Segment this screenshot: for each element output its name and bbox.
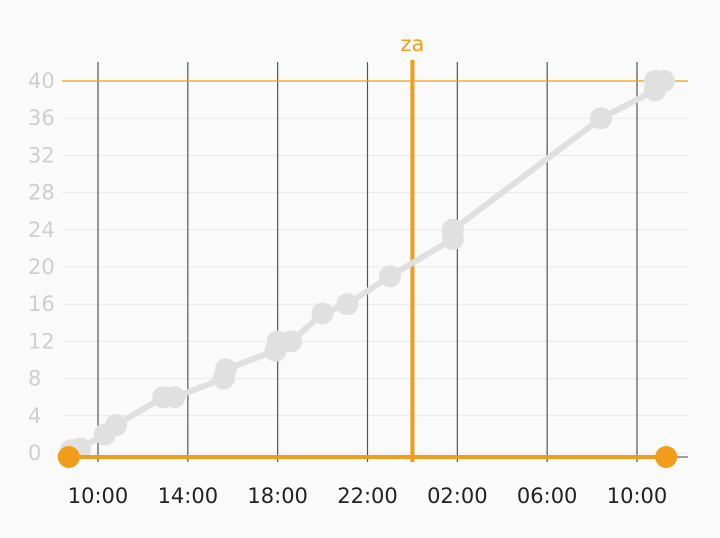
y-tick-label-40: 40 <box>28 69 55 93</box>
x-tick-label-4: 02:00 <box>427 484 488 508</box>
y-tick-label-8: 8 <box>28 367 41 391</box>
x-tick-label-5: 06:00 <box>517 484 578 508</box>
x-tick-label-0: 10:00 <box>68 484 129 508</box>
y-tick-label-0: 0 <box>28 441 41 465</box>
y-tick-label-36: 36 <box>28 106 55 130</box>
y-tick-label-12: 12 <box>28 329 55 353</box>
baseline-marker-0 <box>57 446 80 468</box>
x-tick-label-2: 18:00 <box>247 484 308 508</box>
x-tick-label-1: 14:00 <box>158 484 219 508</box>
y-tick-label-20: 20 <box>28 255 55 279</box>
baseline-marker-1 <box>655 446 678 468</box>
y-tick-label-24: 24 <box>28 218 55 242</box>
data-point-0-5 <box>163 386 186 409</box>
y-tick-label-4: 4 <box>28 404 41 428</box>
x-tick-label-6: 10:00 <box>607 484 668 508</box>
data-point-0-7 <box>215 358 238 381</box>
data-point-0-12 <box>336 293 359 316</box>
data-point-0-3 <box>104 414 127 437</box>
data-point-0-15 <box>441 218 464 241</box>
x-tick-label-3: 22:00 <box>337 484 398 508</box>
vertical-marker-label: za <box>400 32 424 56</box>
data-point-0-19 <box>652 70 675 92</box>
data-point-0-11 <box>311 302 334 325</box>
data-point-0-16 <box>590 107 613 130</box>
data-point-0-10 <box>280 330 303 353</box>
data-point-0-13 <box>378 265 401 288</box>
y-tick-label-28: 28 <box>28 181 55 205</box>
y-tick-label-16: 16 <box>28 292 55 316</box>
y-tick-label-32: 32 <box>28 143 55 167</box>
